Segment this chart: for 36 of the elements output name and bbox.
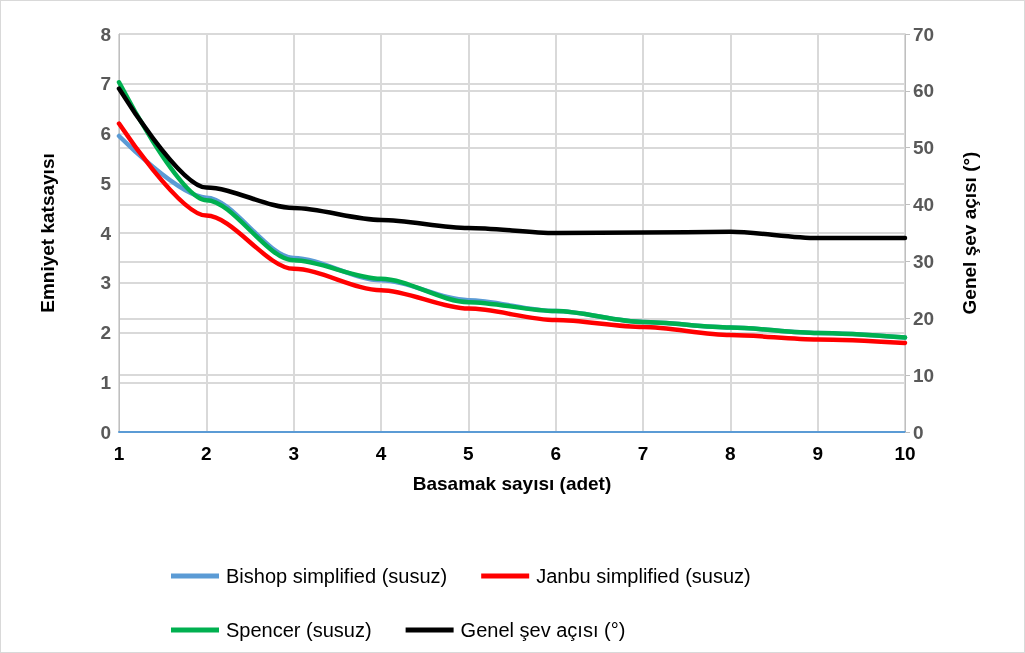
- y-tick-label: 5: [100, 172, 112, 194]
- y2-tick-label: 20: [913, 307, 935, 329]
- y-tick-label: 7: [100, 73, 111, 95]
- y2-axis-title: Genel şev açısı (°): [959, 151, 980, 315]
- x-tick-label: 5: [463, 443, 475, 464]
- x-tick-label: 10: [894, 443, 916, 464]
- y-axis-title: Emniyet katsayısı: [37, 153, 58, 313]
- x-tick-label: 9: [812, 443, 823, 464]
- legend-label: Spencer (susuz): [226, 619, 372, 641]
- line-series: [116, 86, 908, 241]
- x-tick-label: 3: [288, 443, 299, 464]
- x-tick-label: 2: [201, 443, 212, 464]
- x-tick-label: 8: [725, 443, 736, 464]
- legend-label: Janbu simplified (susuz): [536, 565, 751, 587]
- y2-tick-label: 10: [913, 364, 935, 386]
- x-tick-label: 4: [375, 443, 387, 464]
- x-tick-label: 7: [637, 443, 649, 464]
- y-tick-label: 8: [100, 23, 111, 45]
- y2-tick-label: 30: [913, 250, 935, 272]
- y2-tick-label: 70: [913, 23, 935, 45]
- line-series: [116, 80, 908, 340]
- x-tick-label: 6: [550, 443, 561, 464]
- x-tick-label: 1: [113, 443, 125, 464]
- y-tick-label: 1: [100, 371, 112, 393]
- y-tick-label: 2: [100, 322, 111, 343]
- y-tick-label: 4: [100, 222, 112, 244]
- legend-label: Bishop simplified (susuz): [226, 565, 448, 587]
- y-tick-label: 6: [100, 123, 111, 144]
- y2-tick-label: 40: [913, 194, 935, 216]
- y2-tick-label: 0: [913, 421, 924, 443]
- x-axis-title: Basamak sayısı (adet): [412, 473, 612, 494]
- y-tick-label: 3: [100, 272, 111, 294]
- y2-tick-label: 60: [913, 80, 935, 102]
- y-tick-label: 0: [100, 421, 111, 443]
- legend-label: Genel şev açısı (°): [460, 619, 626, 641]
- y2-tick-label: 50: [913, 137, 935, 159]
